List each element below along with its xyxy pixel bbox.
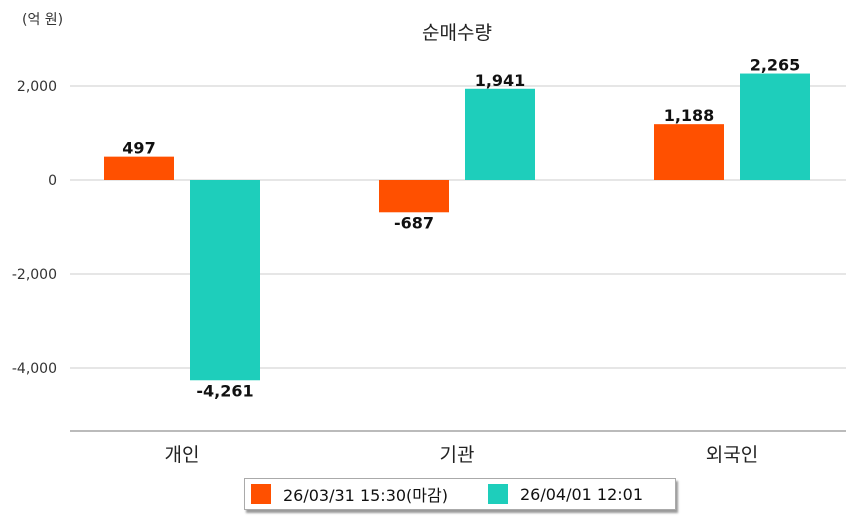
legend-label-series-2: 26/04/01 12:01 — [519, 484, 644, 504]
x-tick-label: 개인 — [165, 444, 200, 466]
bar-series-1 — [104, 156, 174, 180]
y-tick-label: 2,000 — [17, 79, 57, 95]
legend-label-series-1: 26/03/31 15:30(마감) — [283, 486, 448, 505]
x-tick-label: 외국인 — [706, 444, 758, 466]
legend-item-series-1[interactable]: 26/03/31 15:30(마감) — [245, 482, 448, 506]
chart-legend: 26/03/31 15:30(마감) 26/04/01 12:01 — [244, 478, 676, 510]
bar-series-1 — [654, 124, 724, 180]
bar-chart: 2,000 0 -2,000 -4,000 497 -4,261 개인 -687 1,941 기관… — [12, 56, 846, 466]
data-label: -687 — [394, 213, 434, 232]
bar-series-2 — [740, 73, 810, 180]
chart-title: 순매수량 — [422, 22, 492, 44]
y-tick-label: 0 — [48, 173, 57, 189]
legend-swatch-series-1 — [251, 484, 271, 504]
data-label: -4,261 — [196, 381, 253, 400]
data-label: 497 — [122, 139, 155, 158]
bar-series-2 — [190, 180, 260, 381]
legend-item-series-2[interactable]: 26/04/01 12:01 — [487, 484, 644, 504]
x-tick-label: 기관 — [440, 444, 475, 466]
data-label: 1,188 — [664, 106, 715, 125]
legend-swatch-series-2 — [487, 484, 508, 504]
bar-series-1 — [379, 180, 449, 213]
y-tick-label: -2,000 — [12, 267, 57, 283]
data-label: 2,265 — [750, 56, 801, 75]
bar-series-2 — [465, 88, 535, 180]
unit-label: (억 원) — [22, 12, 64, 28]
data-label: 1,941 — [475, 71, 526, 90]
y-tick-label: -4,000 — [12, 361, 57, 377]
